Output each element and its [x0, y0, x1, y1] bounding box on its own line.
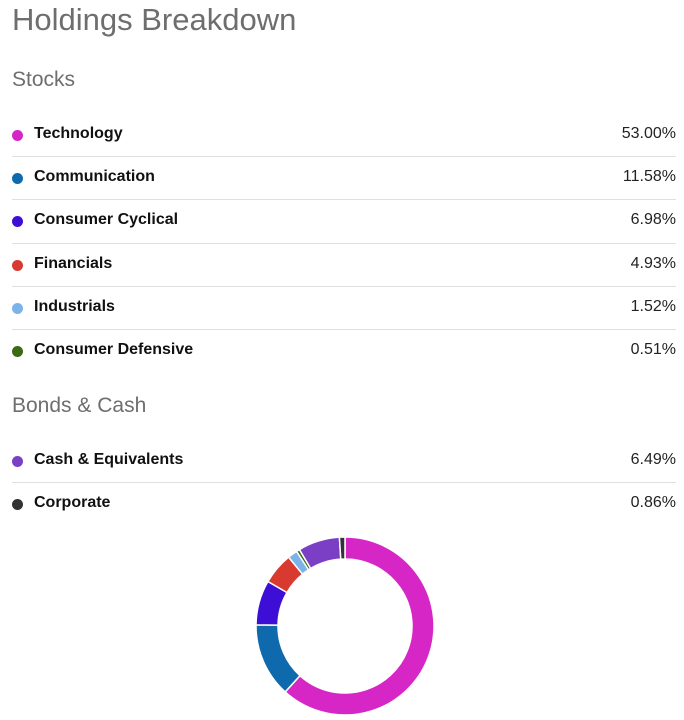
item-value: 6.98% — [630, 211, 676, 229]
donut-slice-corporate[interactable] — [338, 536, 346, 560]
item-label: Financials — [34, 254, 113, 272]
list-item: Financials 4.93% — [12, 244, 676, 287]
item-value: 53.00% — [621, 125, 676, 142]
item-value: 4.93% — [630, 254, 676, 272]
item-value: 0.51% — [630, 340, 676, 358]
legend-dot-icon — [12, 499, 23, 511]
stocks-list: Technology 53.00% Communication 11.58% C… — [12, 114, 676, 373]
item-value: 1.52% — [630, 297, 676, 315]
section-title-bonds-cash: Bonds & Cash — [12, 394, 147, 417]
legend-dot-icon — [12, 173, 23, 185]
item-label: Cash & Equivalents — [34, 451, 184, 468]
legend-dot-icon — [12, 130, 23, 141]
donut-slice-communication[interactable] — [255, 624, 302, 693]
section-title-stocks: Stocks — [12, 68, 76, 91]
bonds-cash-list: Cash & Equivalents 6.49% Corporate 0.86% — [12, 440, 676, 526]
item-label: Corporate — [34, 494, 111, 512]
donut-slice-technology[interactable] — [284, 536, 435, 716]
item-label: Technology — [34, 125, 123, 142]
legend-dot-icon — [12, 302, 23, 314]
list-item: Technology 53.00% — [12, 114, 676, 158]
legend-dot-icon — [12, 456, 23, 467]
list-item: Consumer Cyclical 6.98% — [12, 200, 676, 244]
item-value: 0.86% — [630, 494, 676, 512]
list-item: Cash & Equivalents 6.49% — [12, 440, 676, 484]
list-item: Communication 11.58% — [12, 157, 676, 201]
item-value: 6.49% — [630, 451, 676, 468]
legend-dot-icon — [12, 259, 23, 271]
legend-dot-icon — [12, 345, 23, 357]
item-label: Consumer Cyclical — [34, 211, 179, 229]
list-item: Consumer Defensive 0.51% — [12, 330, 676, 373]
item-label: Consumer Defensive — [34, 340, 194, 358]
list-item: Corporate 0.86% — [12, 483, 676, 526]
item-value: 11.58% — [622, 168, 676, 186]
page-title: Holdings Breakdown — [12, 2, 297, 37]
item-label: Industrials — [34, 297, 115, 315]
list-item: Industrials 1.52% — [12, 287, 676, 330]
item-label: Communication — [34, 168, 155, 186]
legend-dot-icon — [12, 216, 23, 228]
holdings-donut-chart — [255, 536, 435, 716]
